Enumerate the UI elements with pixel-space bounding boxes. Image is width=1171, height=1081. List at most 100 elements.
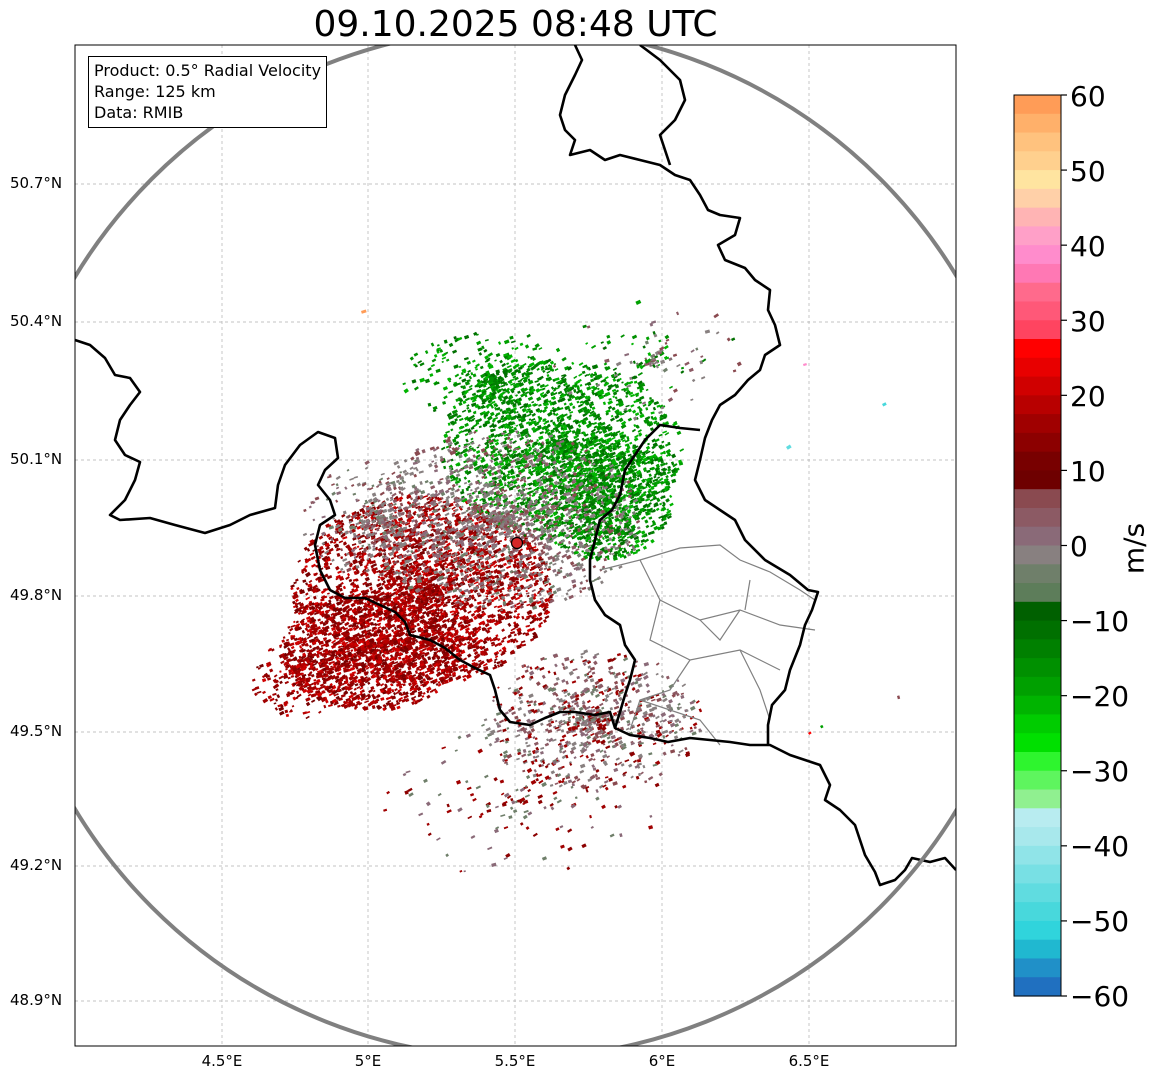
echo-pixel <box>305 715 310 720</box>
echo-pixel <box>279 680 283 685</box>
echo-pixel <box>275 688 279 692</box>
echo-pixel <box>345 576 350 580</box>
echo-pixel <box>302 579 307 583</box>
echo-pixel <box>325 533 331 538</box>
echo-pixel <box>608 398 612 401</box>
echo-pixel <box>530 566 535 570</box>
echo-pixel <box>468 573 473 577</box>
echo-pixel <box>561 460 566 463</box>
echo-pixel <box>456 512 461 516</box>
echo-pixel <box>336 552 341 558</box>
echo-pixel <box>304 565 308 568</box>
echo-pixel <box>513 592 518 596</box>
echo-pixel <box>493 456 499 462</box>
echo-pixel <box>482 519 487 524</box>
echo-pixel <box>444 595 450 600</box>
echo-pixel <box>526 628 532 633</box>
echo-pixel <box>450 428 454 432</box>
echo-pixel <box>637 429 642 433</box>
echo-pixel <box>387 673 393 678</box>
echo-pixel <box>436 607 441 612</box>
echo-pixel <box>275 698 278 702</box>
echo-pixel <box>356 545 360 549</box>
echo-pixel <box>335 693 339 696</box>
echo-pixel <box>538 616 543 622</box>
echo-pixel <box>473 615 478 621</box>
echo-pixel <box>366 618 372 623</box>
echo-pixel <box>468 603 474 609</box>
echo-pixel <box>481 541 487 546</box>
echo-pixel <box>489 411 495 417</box>
echo-pixel <box>493 588 500 594</box>
echo-pixel <box>510 631 516 635</box>
echo-pixel <box>527 396 534 401</box>
echo-pixel <box>416 622 420 627</box>
echo-pixel <box>526 578 532 582</box>
echo-pixel <box>676 430 682 436</box>
echo-pixel <box>295 598 299 603</box>
echo-pixel <box>462 674 467 679</box>
echo-pixel <box>251 678 256 682</box>
echo-pixel <box>348 578 353 583</box>
echo-pixel <box>393 691 397 696</box>
echo-pixel <box>372 689 376 693</box>
echo-pixel <box>513 633 517 637</box>
echo-pixel <box>404 573 409 578</box>
echo-pixel <box>323 564 329 569</box>
echo-pixel <box>441 619 447 624</box>
echo-pixel <box>498 649 502 652</box>
echo-pixel <box>546 567 551 572</box>
echo-pixel <box>353 588 359 593</box>
echo-pixel <box>513 609 518 613</box>
echo-pixel <box>549 419 554 423</box>
echo-pixel <box>671 478 677 484</box>
echo-pixel <box>477 594 482 598</box>
echo-pixel <box>450 601 455 605</box>
echo-pixel <box>648 473 652 477</box>
echo-pixel <box>473 598 477 602</box>
echo-pixel <box>327 632 332 636</box>
echo-pixel <box>524 391 530 395</box>
echo-pixel <box>435 496 440 501</box>
echo-pixel <box>289 642 295 647</box>
echo-pixel <box>379 564 384 568</box>
echo-pixel <box>544 615 550 620</box>
echo-pixel <box>297 559 302 563</box>
echo-pixel <box>528 560 533 564</box>
echo-pixel <box>334 543 340 548</box>
echo-pixel <box>578 373 583 377</box>
echo-pixel <box>415 640 419 643</box>
echo-pixel <box>439 517 445 521</box>
echo-pixel <box>519 405 525 409</box>
echo-pixel <box>320 644 325 648</box>
echo-pixel <box>370 536 376 541</box>
echo-pixel <box>502 562 507 567</box>
echo-pixel <box>448 583 454 587</box>
echo-pixel <box>377 578 381 582</box>
echo-pixel <box>291 705 295 708</box>
echo-pixel <box>305 592 309 596</box>
echo-pixel <box>288 631 291 635</box>
echo-pixel <box>405 697 410 703</box>
echo-pixel <box>323 704 327 709</box>
echo-pixel <box>290 674 295 678</box>
echo-pixel <box>325 523 331 528</box>
echo-pixel <box>328 704 333 708</box>
echo-pixel <box>633 437 639 442</box>
echo-pixel <box>426 614 430 618</box>
echo-pixel <box>451 594 457 599</box>
echo-pixel <box>536 367 540 371</box>
echo-pixel <box>506 639 511 644</box>
echo-pixel <box>427 656 432 661</box>
echo-pixel <box>428 507 434 512</box>
echo-pixel <box>506 565 512 569</box>
echo-pixel <box>463 657 468 661</box>
echo-pixel <box>353 687 357 691</box>
echo-pixel <box>262 698 269 704</box>
echo-pixel <box>359 507 365 513</box>
echo-pixel <box>493 605 498 609</box>
echo-pixel <box>306 710 311 714</box>
echo-pixel <box>477 659 482 663</box>
echo-pixel <box>324 573 329 578</box>
